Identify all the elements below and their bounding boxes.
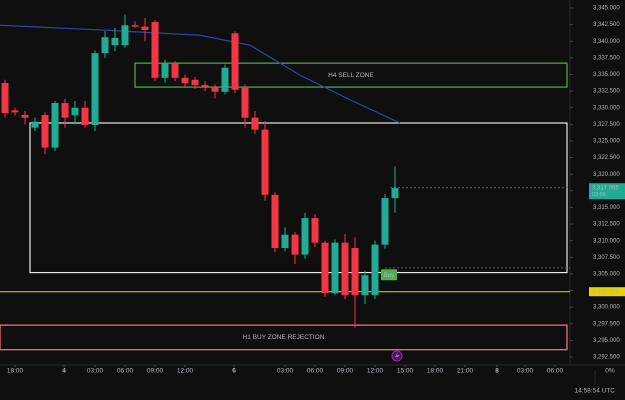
y-tick-label: 3,315.000 [593, 205, 620, 211]
candle-body [361, 275, 369, 296]
zone-box [0, 324, 568, 351]
zone-label: H4 SELL ZONE [328, 72, 374, 79]
y-tick-label: 3,327.500 [593, 122, 620, 128]
price-label: 3,317.965 [592, 185, 619, 191]
x-tick-label: 09:00 [147, 368, 164, 375]
y-tick-label: 3,322.500 [593, 155, 620, 161]
candle-body [301, 218, 309, 255]
x-tick-label: 6 [232, 368, 236, 375]
buy-marker-label: Buy [384, 273, 394, 279]
y-tick-label: 3,305.000 [593, 271, 620, 277]
candle-body [311, 218, 319, 243]
candle-body [231, 33, 239, 90]
zone-box [29, 122, 568, 274]
candle-body [121, 25, 129, 46]
candle-body [391, 188, 399, 199]
candle-body [101, 37, 109, 54]
candle-body [191, 79, 199, 86]
x-tick-label: 09:00 [337, 368, 354, 375]
candle-body [261, 129, 269, 195]
y-tick-label: 3,335.000 [593, 72, 620, 78]
price-label-box [589, 183, 625, 200]
buy-marker [381, 269, 397, 281]
x-tick-label: 21:00 [457, 368, 474, 375]
x-tick-label: 15:00 [397, 368, 414, 375]
candle-body [171, 63, 179, 78]
y-tick-label: 3,330.000 [593, 105, 620, 111]
x-tick-label: 06:00 [117, 368, 134, 375]
candle-body [141, 26, 149, 30]
candle-body [211, 87, 219, 92]
y-tick-label: 3,325.000 [593, 139, 620, 145]
candle-body [351, 247, 359, 296]
y-tick-label: 3,345.000 [593, 6, 620, 12]
candle-body [381, 198, 389, 245]
candle-body [91, 53, 99, 125]
candle-body [31, 121, 39, 128]
y-tick-label: 3,300.000 [593, 305, 620, 311]
candle-body [161, 63, 169, 78]
y-tick-label: 3,307.500 [593, 255, 620, 261]
x-tick-label: 4 [62, 368, 66, 375]
candle-body [41, 115, 49, 148]
candle-body [131, 25, 139, 27]
candle-body [321, 242, 329, 294]
y-tick-label: 3,342.500 [593, 22, 620, 28]
candle-body [291, 234, 299, 255]
candle-body [281, 234, 289, 248]
price-label: 3,302.325 [592, 289, 619, 295]
candle-body [371, 244, 379, 296]
candle-body [71, 107, 79, 116]
x-tick-label: 06:00 [547, 368, 564, 375]
zone-label: H1 BUY ZONE REJECTION [243, 334, 325, 341]
y-tick-label: 3,337.500 [593, 55, 620, 61]
price-label-box [589, 287, 625, 297]
candle-body [241, 87, 249, 118]
countdown: 03:06 [592, 192, 606, 198]
candle-body [221, 67, 229, 92]
x-tick-label: 18:00 [427, 368, 444, 375]
candle-body [151, 21, 159, 78]
candle-body [201, 85, 209, 88]
x-tick-label: 8 [495, 368, 499, 375]
x-tick-label: 03:00 [87, 368, 104, 375]
y-tick-label: 3,340.000 [593, 39, 620, 45]
y-tick-label: 3,320.000 [593, 172, 620, 178]
candle-body [51, 103, 59, 148]
x-tick-label: 12:00 [367, 368, 384, 375]
candle-body [1, 83, 9, 114]
percent-toggle[interactable]: 0% [605, 368, 615, 375]
candle-body [81, 107, 89, 125]
candle-body [61, 103, 69, 118]
y-tick-label: 3,312.500 [593, 222, 620, 228]
candle-body [181, 77, 189, 84]
y-tick-label: 3,310.000 [593, 238, 620, 244]
candle-body [251, 117, 259, 130]
y-tick-label: 3,332.500 [593, 89, 620, 95]
x-tick-label: 06:00 [307, 368, 324, 375]
candle-body [341, 242, 349, 296]
x-tick-label: 03:00 [277, 368, 294, 375]
zone-box [134, 62, 568, 88]
x-tick-label: 03:00 [517, 368, 534, 375]
candle-body [271, 194, 279, 248]
moving-average [0, 24, 401, 124]
clock: 14:58:54 UTC [575, 388, 616, 395]
y-tick-label: 3,295.000 [593, 338, 620, 344]
x-tick-label: 12:00 [177, 368, 194, 375]
y-tick-label: 3,297.500 [593, 321, 620, 327]
candle-body [331, 242, 339, 294]
candle-body [111, 37, 119, 46]
lightning-icon[interactable] [391, 350, 403, 362]
y-tick-label: 3,292.500 [593, 355, 620, 361]
candle-body [21, 115, 29, 118]
x-tick-label: 18:00 [7, 368, 24, 375]
candle-body [11, 110, 19, 113]
